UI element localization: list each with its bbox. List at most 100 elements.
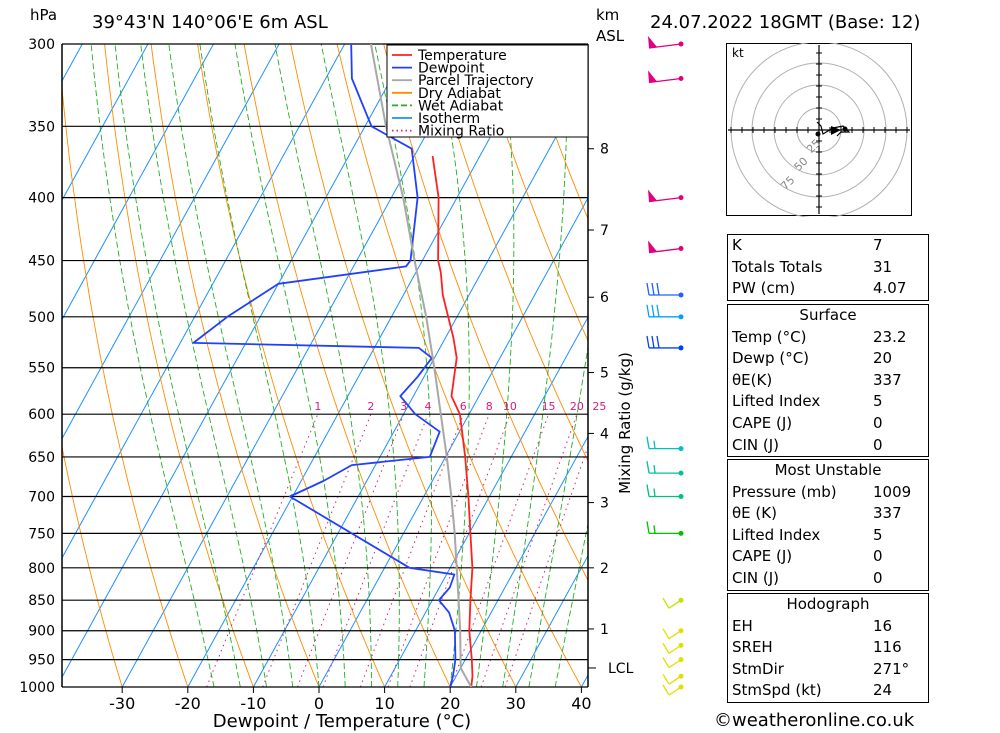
legend-label: Mixing Ratio bbox=[418, 124, 504, 140]
wind-barb-staff bbox=[668, 686, 682, 696]
isotherm-line bbox=[515, 554, 588, 687]
wind-barb bbox=[662, 628, 684, 640]
temperature-tick-label: 10 bbox=[374, 694, 394, 713]
wet-adiabat-line bbox=[168, 44, 294, 687]
hodograph-point bbox=[842, 126, 848, 132]
pressure-tick-label: 900 bbox=[28, 624, 55, 640]
wind-barb-flag bbox=[646, 335, 650, 349]
wind-barb-flag bbox=[662, 657, 670, 668]
wind-barb bbox=[646, 304, 684, 320]
pressure-tick-label: 700 bbox=[28, 490, 55, 506]
isotherm-line bbox=[0, 44, 17, 687]
km-tick-label: 2 bbox=[600, 561, 609, 577]
hodo-label: EH bbox=[732, 616, 753, 635]
dry-adiabat-line bbox=[569, 44, 588, 96]
hodo-label: StmDir bbox=[732, 659, 784, 678]
mu-label: CAPE (J) bbox=[732, 547, 793, 566]
hodo-label: StmSpd (kt) bbox=[732, 681, 822, 700]
parcel-trajectory-line bbox=[369, 44, 473, 687]
wind-barb-pennant bbox=[648, 36, 657, 48]
mu-value: 337 bbox=[873, 504, 902, 523]
surface-value: 23.2 bbox=[873, 327, 907, 346]
wind-barb-pennant bbox=[648, 240, 657, 253]
mixing-ratio-label: 4 bbox=[424, 400, 431, 413]
pressure-tick-label: 400 bbox=[28, 191, 55, 207]
mixing-ratio-axis-title: Mixing Ratio (g/kg) bbox=[616, 352, 634, 494]
temperature-tick-label: 40 bbox=[571, 694, 591, 713]
pressure-tick-label: 750 bbox=[28, 526, 55, 542]
dewpoint-line bbox=[192, 44, 457, 687]
pressure-tick-label: 850 bbox=[28, 593, 55, 609]
most-unstable-table: Most Unstable Pressure (mb) 1009 θE (K) 33… bbox=[727, 459, 929, 591]
wind-barb-flag bbox=[653, 440, 656, 449]
legend-label: Dry Adiabat bbox=[418, 86, 501, 102]
wind-barb-flag bbox=[662, 684, 670, 696]
surface-value: 0 bbox=[873, 435, 883, 454]
mu-label: Pressure (mb) bbox=[732, 482, 837, 501]
km-tick-label: 8 bbox=[600, 142, 609, 158]
mixing-ratio-label: 3 bbox=[400, 400, 407, 413]
index-label: K bbox=[732, 236, 742, 254]
wind-barb bbox=[662, 657, 684, 669]
km-label: km bbox=[596, 6, 620, 24]
mixing-ratio-label: 6 bbox=[460, 400, 467, 413]
wet-adiabat-line bbox=[502, 44, 568, 687]
wet-adiabat-line bbox=[528, 343, 588, 687]
mu-label: CIN (J) bbox=[732, 568, 780, 587]
km-tick-label: 3 bbox=[600, 496, 609, 512]
mixing-ratio-label: 1 bbox=[314, 400, 321, 413]
hpa-label: hPa bbox=[30, 6, 58, 24]
surface-label: Temp (°C) bbox=[732, 327, 807, 346]
wet-adiabat-line bbox=[140, 44, 267, 687]
isotherm-line bbox=[449, 435, 588, 687]
wind-barb-staff bbox=[668, 599, 682, 609]
isotherm-line bbox=[62, 44, 149, 202]
wet-adiabat-line bbox=[435, 44, 470, 687]
temperature-tick-label: 30 bbox=[506, 694, 526, 713]
legend-label: Isotherm bbox=[418, 111, 480, 127]
hodograph-trace bbox=[816, 121, 851, 137]
hodo-label: SREH bbox=[732, 638, 773, 657]
mixing-ratio-label: 15 bbox=[542, 400, 556, 413]
mixing-ratio-line bbox=[297, 414, 405, 687]
mixing-ratio-label: 8 bbox=[486, 400, 493, 413]
mixing-ratio-line bbox=[450, 414, 550, 687]
wind-barb-staff bbox=[668, 644, 682, 654]
surface-title: Surface bbox=[799, 306, 857, 324]
pressure-tick-label: 450 bbox=[28, 254, 55, 270]
mixing-ratio-line bbox=[504, 445, 588, 687]
wind-barb bbox=[662, 684, 684, 696]
surface-label: CAPE (J) bbox=[732, 413, 793, 432]
asl-label: ASL bbox=[596, 27, 625, 45]
wet-adiabat-line bbox=[199, 44, 320, 687]
wind-barb-flag bbox=[646, 436, 650, 449]
mu-label: Lifted Index bbox=[732, 525, 821, 544]
km-tick-label: 5 bbox=[600, 366, 609, 382]
wind-barb-flag bbox=[662, 628, 670, 640]
wind-barb-pennant bbox=[648, 70, 657, 83]
wet-adiabat-line bbox=[554, 521, 588, 687]
skewt-chart: 3003504004505005506006507007508008509009… bbox=[0, 36, 684, 732]
wind-barb bbox=[646, 282, 684, 298]
mixing-ratio-line bbox=[262, 414, 372, 687]
wind-barb-staff bbox=[668, 659, 682, 669]
wind-barb-flag bbox=[646, 304, 650, 317]
index-value: 4.07 bbox=[873, 279, 907, 298]
wind-barb-staff bbox=[668, 675, 682, 685]
temperature-tick-label: -10 bbox=[240, 694, 266, 713]
wind-barb bbox=[662, 597, 684, 609]
wet-adiabat-line bbox=[114, 44, 241, 687]
legend-label: Temperature bbox=[417, 48, 507, 64]
copyright: ©weatheronline.co.uk bbox=[714, 710, 915, 731]
most-unstable-title: Most Unstable bbox=[774, 461, 882, 479]
temperature-tick-label: -20 bbox=[175, 694, 201, 713]
wet-adiabat-line bbox=[234, 44, 346, 687]
hodograph-kt-label: kt bbox=[732, 46, 744, 60]
storm-motion-arrow bbox=[831, 126, 841, 135]
hodograph-plot: kt 25 50 75 bbox=[726, 43, 912, 217]
legend-label: Wet Adiabat bbox=[418, 98, 504, 114]
dry-adiabat-line bbox=[290, 44, 517, 687]
surface-label: Dewp (°C) bbox=[732, 349, 810, 368]
legend-label: Parcel Trajectory bbox=[418, 73, 534, 89]
mixing-ratio-line bbox=[206, 414, 319, 687]
